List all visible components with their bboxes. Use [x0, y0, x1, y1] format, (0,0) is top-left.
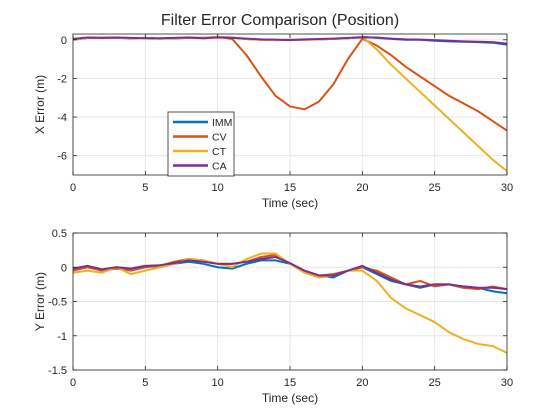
y-tick-label: -1.5 — [48, 365, 67, 377]
y-tick-label: -4 — [57, 112, 67, 124]
x-tick-label: 30 — [501, 377, 513, 389]
x-error-axes: 0 5 10 15 20 25 30 0 -2 -4 -6 Time (sec) X Error (m) — [33, 34, 513, 210]
x-tick-label: 5 — [142, 182, 148, 194]
x-axis-label: Time (sec) — [262, 391, 318, 405]
x-tick-label: 20 — [356, 377, 368, 389]
y-tick-label: -0.5 — [48, 297, 67, 309]
x-tick-label: 30 — [501, 182, 513, 194]
y-tick-label: -6 — [57, 151, 67, 163]
x-tick-label: 15 — [284, 182, 296, 194]
y-tick-label: 0 — [61, 262, 67, 274]
legend-label-ca: CA — [212, 161, 227, 173]
y-tick-label: -2 — [57, 73, 67, 85]
y-axis-label: X Error (m) — [33, 75, 47, 134]
legend-label-cv: CV — [212, 132, 227, 144]
x-tick-label: 25 — [429, 377, 441, 389]
legend-label-imm: IMM — [212, 117, 232, 129]
legend-label-ct: CT — [212, 146, 227, 158]
y-axis-label: Y Error (m) — [33, 272, 47, 331]
legend: IMM CV CT CA — [168, 112, 234, 176]
x-tick-label: 15 — [284, 377, 296, 389]
figure-title: Filter Error Comparison (Position) — [161, 12, 399, 29]
x-tick-label: 0 — [70, 377, 76, 389]
y-error-axes: 0 5 10 15 20 25 30 0.5 0 -0.5 -1 -1.5 Time (sec) Y Er… — [33, 228, 513, 405]
y-tick-label: 0 — [61, 35, 67, 47]
x-tick-label: 25 — [429, 182, 441, 194]
x-tick-label: 20 — [356, 182, 368, 194]
x-axis-label: Time (sec) — [262, 196, 318, 210]
y-tick-label: -1 — [57, 331, 67, 343]
x-tick-label: 10 — [212, 182, 224, 194]
x-tick-label: 5 — [142, 377, 148, 389]
x-tick-label: 10 — [212, 377, 224, 389]
y-tick-label: 0.5 — [52, 228, 67, 240]
x-tick-label: 0 — [70, 182, 76, 194]
